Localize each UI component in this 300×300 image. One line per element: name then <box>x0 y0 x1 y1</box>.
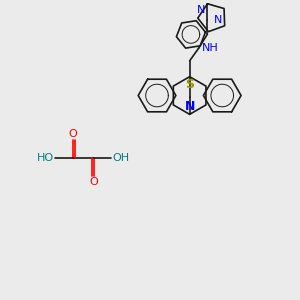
Text: N: N <box>197 5 206 15</box>
Text: O: O <box>68 129 77 139</box>
Text: NH: NH <box>202 44 218 53</box>
Text: HO: HO <box>37 153 54 163</box>
Text: N: N <box>214 15 223 25</box>
Text: S: S <box>185 78 194 91</box>
Text: N: N <box>184 100 195 113</box>
Text: O: O <box>89 177 98 187</box>
Text: OH: OH <box>112 153 129 163</box>
